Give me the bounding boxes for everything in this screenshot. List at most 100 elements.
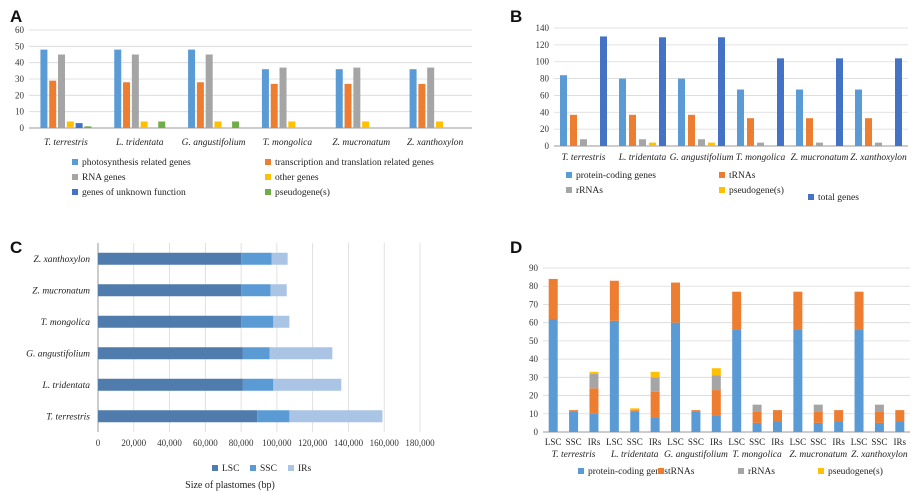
panel-c-legend-label: LSC: [222, 464, 239, 474]
panel-a-category-label: L. tridentata: [115, 138, 164, 148]
panel-d-bar-segment: [793, 329, 803, 432]
panel-c-x-axis-title: Size of plastomes (bp): [185, 480, 275, 491]
panel-a-legend-swatch: [72, 159, 78, 165]
panel-b-bar: [836, 58, 843, 146]
panel-a-legend-label: pseudogene(s): [275, 187, 330, 198]
panel-b-bar: [570, 114, 577, 146]
panel-d-bar-segment: [732, 329, 742, 432]
panel-c-bar-segment: [242, 378, 274, 391]
panel-d-bar-segment: [630, 408, 640, 411]
panel-c-bar-segment: [98, 252, 242, 265]
panel-a-y-tick-label: 0: [20, 123, 25, 133]
panel-d-bar-segment: [793, 291, 803, 330]
panel-d-group-label: L. tridentata: [610, 450, 659, 460]
panel-a-category-label: Z. xanthoxylon: [407, 138, 464, 148]
panel-d-bar-segment: [691, 410, 701, 412]
panel-d-bar-segment: [671, 322, 681, 432]
panel-d-subcategory-label: SSC: [749, 437, 765, 447]
panel-b-bar: [757, 142, 764, 146]
panel-b-bar: [649, 142, 656, 146]
panel-d-bar-segment: [854, 291, 864, 330]
panel-d-legend-swatch: [818, 468, 824, 474]
panel-b-category-label: T. mongolica: [736, 153, 786, 163]
panel-d-bar-segment: [732, 291, 742, 330]
panel-d-subcategory-label: LSC: [667, 437, 684, 447]
panel-c-category-label: G. angustifolium: [26, 348, 90, 359]
panel-letter-b: B: [510, 7, 522, 26]
panel-c-legend-swatch: [250, 465, 256, 471]
panel-d-subcategory-label: LSC: [545, 437, 562, 447]
panel-a-bar: [270, 83, 278, 128]
panel-a-category-label: G. angustifolium: [182, 137, 246, 148]
panel-b-bar: [855, 89, 862, 146]
panel-c-bar-segment: [273, 315, 290, 328]
panel-d-subcategory-label: IRs: [894, 437, 907, 447]
panel-d-bar-segment: [711, 390, 721, 416]
panel-a-legend-label: genes of unknown function: [82, 187, 186, 198]
panel-d-subcategory-label: IRs: [588, 437, 601, 447]
panel-d-legend-label: pseudogene(s): [828, 466, 883, 477]
panel-a-legend-swatch: [72, 174, 78, 180]
panel-d-bar-segment: [772, 421, 782, 432]
panel-a-bar: [188, 49, 196, 128]
panel-a-legend-swatch: [72, 189, 78, 195]
panel-d-bar-segment: [569, 410, 579, 412]
panel-d-group-label: Z. mucronatum: [789, 450, 847, 460]
panel-d-bar-segment: [772, 410, 782, 422]
panel-b-category-label: G. angustifolium: [670, 152, 734, 163]
panel-a-category-label: T. terrestris: [44, 138, 88, 148]
panel-a-bar: [427, 67, 435, 128]
panel-b-y-tick-label: 20: [540, 124, 550, 134]
panel-d-subcategory-label: IRs: [649, 437, 662, 447]
panel-c-category-label: T. mongolica: [41, 318, 91, 328]
panel-d-y-tick-label: 60: [529, 318, 539, 328]
panel-d-bar-segment: [834, 421, 844, 432]
panel-d-group-label: Z. xanthoxylon: [851, 450, 908, 460]
panel-d-bar-segment: [813, 411, 823, 423]
panel-d-legend-swatch: [658, 468, 664, 474]
panel-d-subcategory-label: IRs: [710, 437, 723, 447]
panel-b-bar: [639, 139, 646, 146]
panel-b-bar: [688, 114, 695, 146]
panel-d-bar-segment: [548, 319, 558, 432]
panel-b-y-tick-label: 120: [536, 40, 550, 50]
panel-b-bar: [619, 78, 626, 146]
panel-a-y-tick-label: 20: [15, 90, 25, 100]
panel-d-bar-segment: [813, 404, 823, 412]
panel-c-bar-segment: [257, 410, 290, 423]
panel-c-bar-segment: [289, 410, 383, 423]
panel-d-y-tick-label: 10: [529, 409, 539, 419]
panel-b-bar: [590, 145, 597, 146]
panel-d-bar-segment: [650, 371, 660, 378]
panel-c-bar-segment: [270, 284, 287, 297]
panel-d-bar-segment: [752, 411, 762, 423]
panel-a-bar: [66, 121, 74, 128]
panel-a-y-tick-label: 50: [15, 41, 25, 51]
panel-d-bar-segment: [630, 410, 640, 412]
panel-b-y-tick-label: 0: [545, 141, 550, 151]
panel-a-bar: [75, 123, 83, 128]
panel-letter-d: D: [510, 238, 522, 257]
panel-c-bar-segment: [241, 315, 274, 328]
panel-c-legend-swatch: [212, 465, 218, 471]
panel-c-x-tick-label: 80,000: [229, 438, 254, 448]
panel-d-bar-segment: [589, 371, 599, 374]
panel-b-legend-swatch: [719, 172, 725, 178]
panel-d-y-tick-label: 0: [534, 427, 539, 437]
panel-b-bar: [580, 139, 587, 146]
panel-a-legend-label: other genes: [275, 173, 319, 183]
panel-b-legend-swatch: [566, 172, 572, 178]
panel-c-x-tick-label: 60,000: [193, 438, 218, 448]
panel-b-bar: [806, 118, 813, 146]
panel-d-bar-segment: [752, 404, 762, 412]
panel-a-category-label: Z. mucronatum: [332, 138, 390, 148]
panel-d-bar-segment: [711, 415, 721, 432]
panel-d-bar-segment: [711, 368, 721, 376]
panel-a-legend-label: photosynthesis related genes: [82, 158, 191, 168]
panel-a-legend-swatch: [265, 159, 271, 165]
panel-c-category-label: Z. xanthoxylon: [34, 255, 91, 265]
panel-a-bar: [114, 49, 122, 128]
panel-c-x-tick-label: 0: [96, 438, 101, 448]
panel-d-subcategory-label: LSC: [851, 437, 868, 447]
panel-a-bar: [362, 121, 370, 128]
